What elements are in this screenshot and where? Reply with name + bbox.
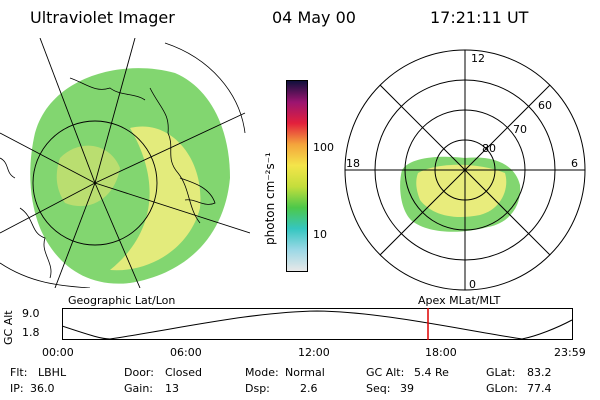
- left-panel-caption: Geographic Lat/Lon: [68, 294, 176, 307]
- dsp-value: 2.6: [300, 382, 318, 395]
- gcalt-label: GC Alt:: [366, 366, 405, 379]
- time-label: 17:21:11 UT: [430, 8, 529, 27]
- orbit-xtick-0000: 00:00: [42, 346, 74, 359]
- mlt-label-18: 18: [346, 157, 360, 170]
- seq-value: 39: [400, 382, 414, 395]
- colorbar: [286, 80, 308, 272]
- mode-label: Mode:: [245, 366, 279, 379]
- door-label: Door:: [124, 366, 154, 379]
- orbit-ytick-max: 9.0: [22, 307, 40, 320]
- lat-label-60: 60: [538, 99, 552, 112]
- glat-value: 83.2: [527, 366, 552, 379]
- colorbar-tick-10: 10: [313, 228, 327, 241]
- gain-label: Gain:: [124, 382, 153, 395]
- glat-label: GLat:: [486, 366, 516, 379]
- colorbar-unit-label: photon cm⁻²s⁻¹: [263, 152, 277, 245]
- dsp-label: Dsp:: [245, 382, 270, 395]
- lat-label-70: 70: [513, 123, 527, 136]
- right-panel-caption: Apex MLat/MLT: [418, 294, 501, 307]
- orbit-axis-label: GC Alt: [2, 310, 15, 345]
- orbit-xtick-1800: 18:00: [425, 346, 457, 359]
- door-value: Closed: [165, 366, 202, 379]
- geographic-map: [0, 38, 250, 288]
- orbit-xtick-0600: 06:00: [170, 346, 202, 359]
- ip-label: IP:: [10, 382, 24, 395]
- seq-label: Seq:: [366, 382, 391, 395]
- orbit-plot: [62, 308, 573, 340]
- latitude-circle: [32, 120, 158, 246]
- flt-value: LBHL: [38, 366, 67, 379]
- gain-value: 13: [165, 382, 179, 395]
- polar-plot: 12 6 0 18 60 70 80: [344, 49, 586, 291]
- gcalt-value: 5.4 Re: [414, 366, 449, 379]
- orbit-ytick-min: 1.8: [22, 326, 40, 339]
- date-label: 04 May 00: [272, 8, 356, 27]
- ip-value: 36.0: [30, 382, 55, 395]
- instrument-title: Ultraviolet Imager: [30, 8, 175, 27]
- glon-value: 77.4: [527, 382, 552, 395]
- mlt-label-0: 0: [469, 278, 476, 291]
- lat-label-80: 80: [482, 142, 496, 155]
- mlt-label-12: 12: [471, 52, 485, 65]
- flt-label: Flt:: [10, 366, 28, 379]
- mlt-label-6: 6: [571, 157, 578, 170]
- colorbar-tick-100: 100: [313, 141, 334, 154]
- glon-label: GLon:: [486, 382, 518, 395]
- meridian-lines: [0, 38, 250, 288]
- mode-value: Normal: [285, 366, 325, 379]
- orbit-xtick-1200: 12:00: [298, 346, 330, 359]
- orbit-xtick-2359: 23:59: [554, 346, 586, 359]
